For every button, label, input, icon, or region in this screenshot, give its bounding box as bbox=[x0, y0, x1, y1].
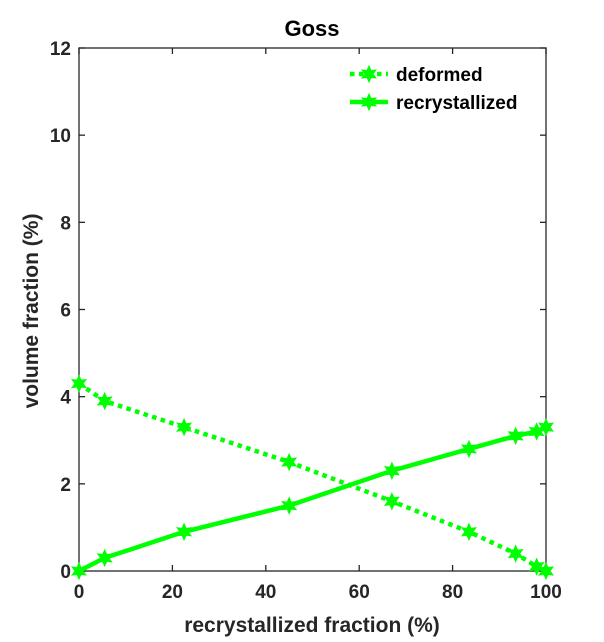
x-tick-label: 80 bbox=[442, 582, 463, 603]
data-point-recrystallized bbox=[537, 417, 555, 437]
chart-title: Goss bbox=[284, 16, 339, 41]
data-point-recrystallized bbox=[176, 522, 193, 542]
data-point-deformed bbox=[176, 417, 193, 437]
y-axis-label: volume fraction (%) bbox=[20, 214, 43, 409]
x-tick-label: 20 bbox=[162, 582, 183, 603]
data-point-deformed bbox=[460, 522, 477, 542]
y-axis: 0 2 4 6 8 10 12 bbox=[50, 39, 546, 583]
x-axis-label: recrystallized fraction (%) bbox=[184, 614, 440, 637]
data-point-recrystallized bbox=[460, 439, 477, 459]
y-tick-label: 12 bbox=[50, 39, 71, 60]
data-point-deformed bbox=[96, 391, 113, 411]
legend: deformed recrystallized bbox=[350, 64, 517, 114]
data-point-deformed bbox=[507, 544, 524, 563]
series-deformed bbox=[70, 374, 555, 581]
data-point-recrystallized bbox=[281, 496, 298, 515]
x-tick-label: 40 bbox=[255, 582, 276, 603]
x-axis: 0 20 40 60 80 100 bbox=[74, 48, 562, 603]
data-point-deformed bbox=[70, 374, 88, 393]
data-point-recrystallized bbox=[383, 461, 400, 481]
x-tick-label: 100 bbox=[530, 582, 562, 603]
series-layer bbox=[70, 374, 555, 581]
series-recrystallized bbox=[70, 417, 555, 581]
data-point-deformed bbox=[528, 557, 545, 576]
legend-label-recrystallized: recrystallized bbox=[396, 93, 517, 114]
data-point-deformed bbox=[383, 492, 400, 511]
y-tick-label: 4 bbox=[60, 388, 71, 409]
data-point-recrystallized bbox=[507, 426, 524, 446]
x-tick-label: 60 bbox=[349, 582, 370, 603]
y-tick-label: 0 bbox=[60, 562, 71, 583]
legend-label-deformed: deformed bbox=[396, 65, 483, 86]
data-point-deformed bbox=[537, 561, 555, 581]
y-tick-label: 10 bbox=[50, 126, 71, 147]
data-point-deformed bbox=[281, 452, 298, 472]
data-point-recrystallized bbox=[96, 548, 113, 568]
x-tick-label: 0 bbox=[74, 582, 85, 603]
y-tick-label: 8 bbox=[60, 213, 71, 234]
legend-item-recrystallized: recrystallized bbox=[350, 92, 517, 114]
legend-marker-deformed bbox=[360, 64, 378, 84]
legend-marker-recrystallized bbox=[360, 92, 378, 112]
y-tick-label: 6 bbox=[60, 301, 71, 322]
y-tick-label: 2 bbox=[60, 475, 71, 496]
data-point-recrystallized bbox=[70, 561, 88, 581]
legend-item-deformed: deformed bbox=[350, 64, 483, 86]
